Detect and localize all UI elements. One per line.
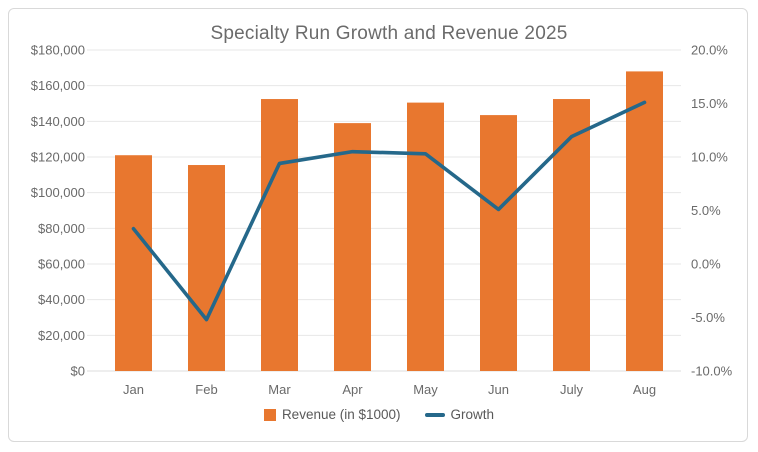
left-axis-tick-label: $40,000 <box>38 292 85 307</box>
chart-title: Specialty Run Growth and Revenue 2025 <box>210 23 568 44</box>
left-axis-tick-label: $0 <box>71 364 85 379</box>
x-axis-label-may: May <box>413 382 438 397</box>
revenue-legend-label: Revenue (in $1000) <box>281 407 401 422</box>
revenue-legend-swatch-icon <box>263 408 276 421</box>
bar-may <box>407 102 444 371</box>
left-axis-tick-label: $160,000 <box>31 78 85 93</box>
left-axis-tick-label: $60,000 <box>38 257 85 272</box>
growth-legend-label: Growth <box>450 407 495 422</box>
legend: Revenue (in $1000) Growth <box>0 407 758 422</box>
growth-legend-swatch-icon <box>424 412 445 417</box>
x-axis-label-feb: Feb <box>195 382 217 397</box>
left-axis-tick-label: $100,000 <box>31 185 85 200</box>
right-axis-tick-label: 5.0% <box>691 203 721 218</box>
x-axis-label-jan: Jan <box>123 382 144 397</box>
x-axis-label-july: July <box>560 382 584 397</box>
bar-jan <box>115 155 152 371</box>
left-axis-tick-label: $20,000 <box>38 328 85 343</box>
bar-mar <box>261 99 298 372</box>
right-axis-tick-label: 0.0% <box>691 257 721 272</box>
legend-item-growth: Growth <box>424 407 495 422</box>
left-axis-tick-label: $80,000 <box>38 221 85 236</box>
bar-feb <box>188 165 225 371</box>
bar-jun <box>480 115 517 371</box>
x-axis-label-apr: Apr <box>342 382 363 397</box>
right-axis-tick-label: 15.0% <box>691 96 728 111</box>
left-axis-tick-label: $140,000 <box>31 114 85 129</box>
right-axis-tick-label: 10.0% <box>691 150 728 165</box>
growth-line <box>131 100 647 322</box>
bar-aug <box>626 71 663 372</box>
right-axis-tick-label: 20.0% <box>691 43 728 58</box>
right-axis-tick-label: -10.0% <box>691 364 733 379</box>
left-axis-tick-label: $120,000 <box>31 150 85 165</box>
bar-july <box>553 99 590 372</box>
left-axis-tick-label: $180,000 <box>31 43 85 58</box>
bar-apr <box>334 123 371 371</box>
x-axis-label-aug: Aug <box>633 382 656 397</box>
right-axis-tick-label: -5.0% <box>691 310 725 325</box>
x-axis-label-mar: Mar <box>268 382 291 397</box>
legend-item-revenue: Revenue (in $1000) <box>263 407 401 422</box>
x-axis-label-jun: Jun <box>488 382 509 397</box>
